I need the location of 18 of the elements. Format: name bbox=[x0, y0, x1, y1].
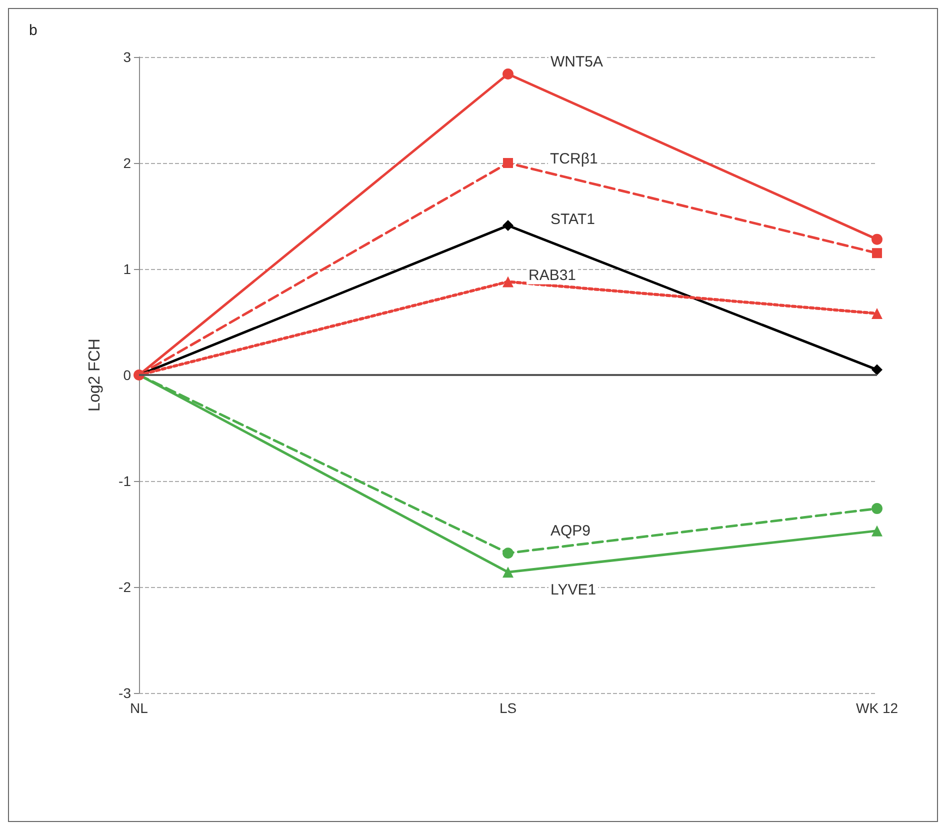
y-tick-label: 2 bbox=[123, 155, 132, 171]
y-axis-title: Log2 FCH bbox=[86, 338, 104, 412]
series-label: AQP9 bbox=[550, 522, 591, 540]
y-tick-label: 1 bbox=[123, 261, 132, 277]
y-tick-label: -1 bbox=[118, 473, 132, 489]
x-tick-label: WK 12 bbox=[856, 700, 898, 716]
text: b bbox=[29, 22, 38, 39]
y-tick-label: 3 bbox=[123, 49, 132, 65]
x-tick-label: LS bbox=[499, 700, 517, 716]
series-label: TCRβ1 bbox=[550, 150, 598, 168]
x-tick-label: NL bbox=[130, 700, 148, 716]
series-label: RAB31 bbox=[528, 267, 576, 284]
series-label: LYVE1 bbox=[550, 582, 596, 599]
y-tick-label: -2 bbox=[118, 579, 132, 595]
y-tick-label: -3 bbox=[118, 685, 132, 701]
series-label: STAT1 bbox=[550, 211, 595, 228]
y-tick-label: 0 bbox=[123, 367, 132, 383]
series-label: WNT5A bbox=[550, 53, 603, 70]
